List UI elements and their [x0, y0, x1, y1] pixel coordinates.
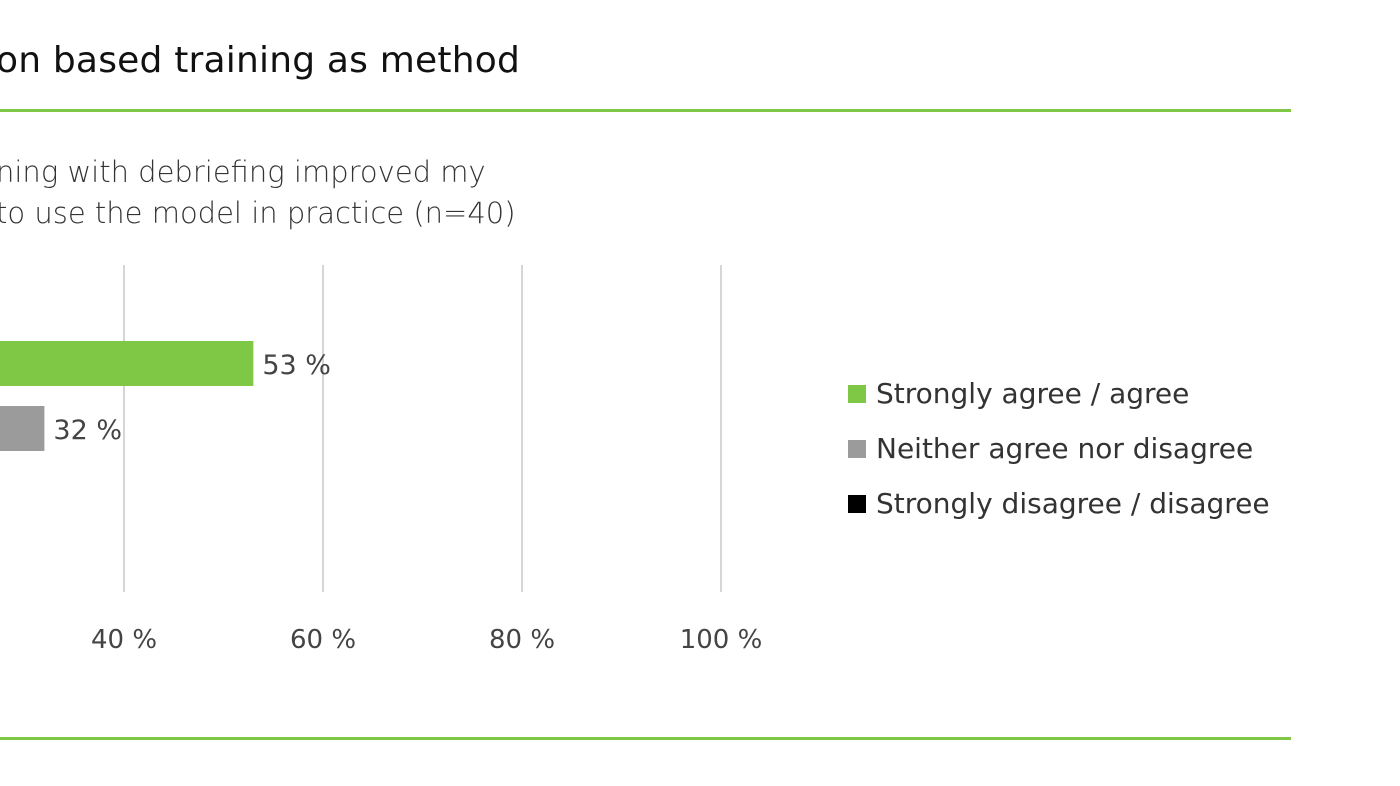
- legend-label-neutral: Neither agree nor disagree: [876, 432, 1254, 465]
- bar-value-label-0: 53 %: [262, 350, 331, 381]
- bar-0: [0, 341, 254, 386]
- chart-subtitle: ning with debriefing improved my to use …: [0, 152, 516, 234]
- legend-item-agree: Strongly agree / agree: [848, 366, 1270, 421]
- legend-item-disagree: Strongly disagree / disagree: [848, 476, 1270, 531]
- chart-title: on based training as method: [0, 40, 520, 81]
- legend-label-disagree: Strongly disagree / disagree: [876, 487, 1270, 520]
- x-tick-label-80: 80 %: [489, 625, 555, 655]
- x-tick-label-40: 40 %: [91, 625, 157, 655]
- legend-label-agree: Strongly agree / agree: [876, 377, 1190, 410]
- bottom-accent-rule: [0, 737, 1291, 740]
- x-tick-label-100: 100 %: [680, 625, 763, 655]
- bar-value-label-1: 32 %: [53, 415, 122, 446]
- subtitle-line-2: to use the model in practice (n=40): [0, 196, 516, 230]
- legend-swatch-neutral: [848, 439, 866, 458]
- x-tick-label-60: 60 %: [290, 625, 356, 655]
- legend-swatch-agree: [848, 384, 866, 403]
- subtitle-line-1: ning with debriefing improved my: [0, 155, 486, 189]
- top-accent-rule: [0, 109, 1291, 112]
- legend-swatch-disagree: [848, 494, 866, 513]
- bar-1: [0, 406, 45, 451]
- chart-legend: Strongly agree / agree Neither agree nor…: [848, 366, 1270, 531]
- legend-item-neutral: Neither agree nor disagree: [848, 421, 1270, 476]
